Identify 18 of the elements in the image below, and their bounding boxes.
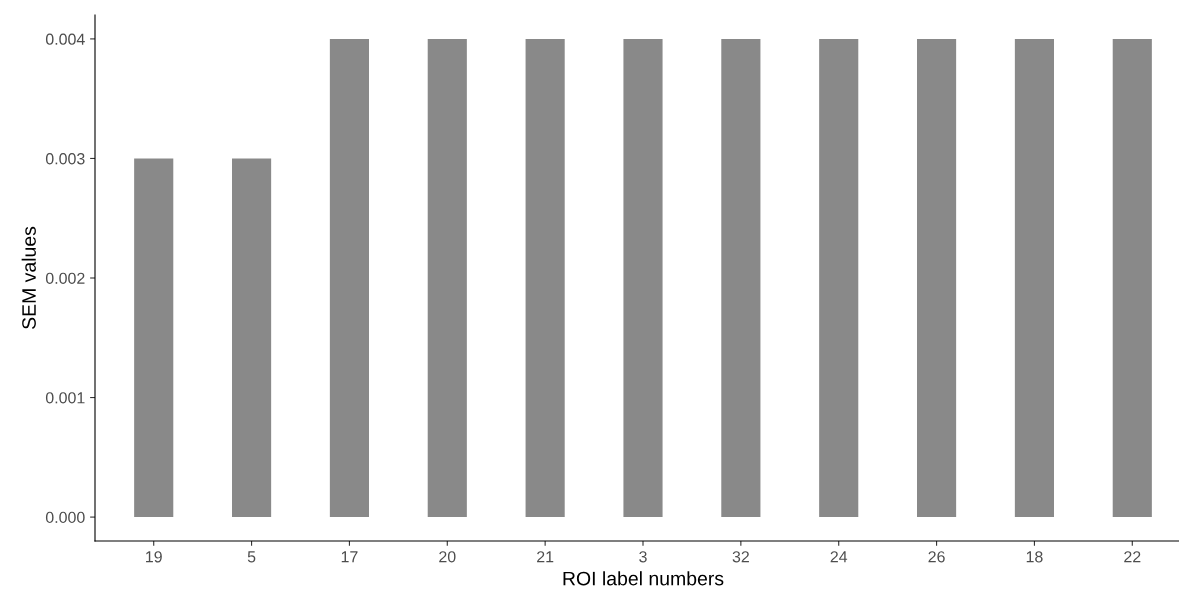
y-tick-label: 0.000	[45, 511, 85, 524]
y-tick-label: 0.004	[45, 33, 85, 45]
x-tick-label: 22	[1124, 551, 1141, 563]
x-tick-label: 32	[732, 551, 749, 563]
y-tick-label: 0.002	[45, 272, 85, 284]
x-tick-label: 20	[439, 551, 456, 563]
x-tick-label: 3	[639, 551, 647, 563]
y-axis-title: SEM values	[21, 226, 36, 329]
y-tick-label: 0.001	[45, 392, 85, 404]
y-tick-label: 0.003	[45, 153, 85, 165]
x-tick-label: 17	[341, 551, 358, 563]
x-tick-label: 18	[1026, 551, 1043, 563]
x-tick-label: 26	[928, 551, 945, 563]
x-tick-label: 21	[537, 551, 554, 563]
x-axis-title: ROI label numbers	[563, 571, 724, 586]
x-tick-label: 24	[830, 551, 848, 563]
x-tick-label: 19	[146, 551, 162, 563]
x-tick-label: 5	[247, 551, 256, 563]
